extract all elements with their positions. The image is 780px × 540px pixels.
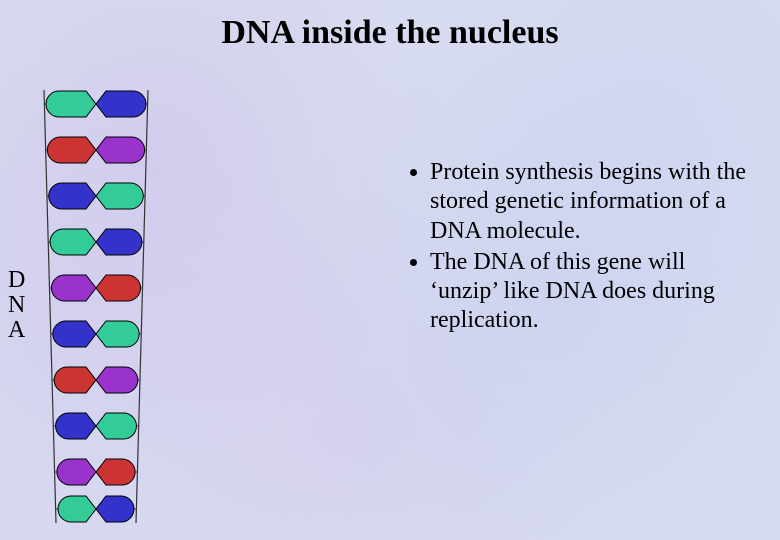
dna-base-left	[53, 321, 96, 347]
dna-diagram	[32, 84, 158, 524]
dna-base-left	[56, 413, 96, 439]
dna-base-left	[50, 229, 96, 255]
dna-base-left	[54, 367, 96, 393]
dna-base-left	[57, 459, 96, 485]
bullet-item: Protein synthesis begins with the stored…	[430, 158, 750, 246]
dna-base-left	[51, 275, 96, 301]
dna-base-right	[96, 413, 136, 439]
dna-label-line: D	[8, 268, 25, 293]
dna-base-left	[46, 91, 96, 117]
dna-base-left	[58, 496, 96, 522]
dna-base-right	[96, 275, 141, 301]
dna-base-left	[47, 137, 96, 163]
dna-base-right	[96, 137, 145, 163]
dna-base-right	[96, 229, 142, 255]
dna-base-left	[49, 183, 96, 209]
page-title: DNA inside the nucleus	[0, 14, 780, 52]
bullet-item: The DNA of this gene will ‘unzip’ like D…	[430, 248, 750, 336]
dna-label-line: A	[8, 318, 25, 343]
dna-base-right	[96, 459, 135, 485]
dna-label-line: N	[8, 293, 25, 318]
dna-base-right	[96, 321, 139, 347]
dna-base-right	[96, 183, 143, 209]
dna-base-right	[96, 91, 146, 117]
dna-base-right	[96, 496, 134, 522]
bullet-list: Protein synthesis begins with the stored…	[404, 158, 750, 338]
dna-vertical-label: D N A	[8, 268, 25, 344]
dna-base-right	[96, 367, 138, 393]
